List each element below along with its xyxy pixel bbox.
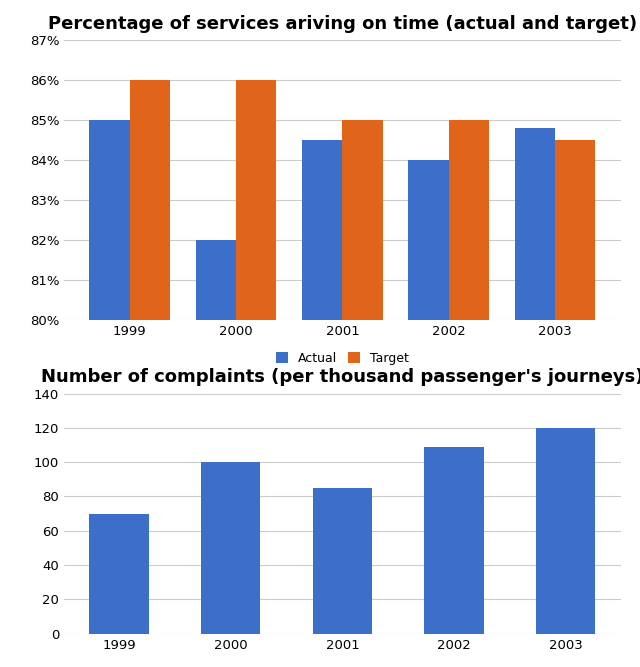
Bar: [313, 488, 372, 634]
Legend: Actual, Target: Actual, Target: [271, 347, 414, 370]
Bar: [449, 120, 489, 667]
Bar: [536, 428, 595, 634]
Bar: [408, 160, 449, 667]
Bar: [555, 140, 595, 667]
Bar: [342, 120, 383, 667]
Title: Number of complaints (per thousand passenger's journeys): Number of complaints (per thousand passe…: [41, 368, 640, 386]
Bar: [196, 240, 236, 667]
Bar: [424, 447, 484, 634]
Title: Percentage of services ariving on time (actual and target): Percentage of services ariving on time (…: [48, 15, 637, 33]
Bar: [302, 140, 342, 667]
Bar: [130, 80, 170, 667]
Bar: [90, 514, 148, 634]
Bar: [90, 120, 130, 667]
Bar: [201, 462, 260, 634]
Bar: [236, 80, 276, 667]
Bar: [515, 128, 555, 667]
